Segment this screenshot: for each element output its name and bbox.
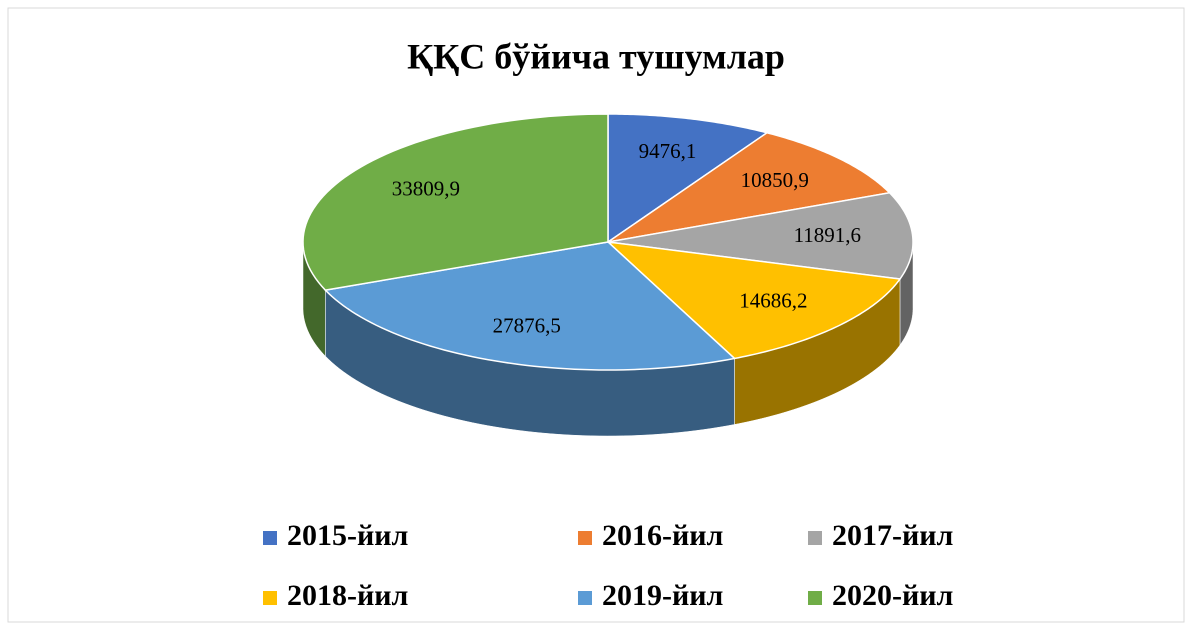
slice (302, 113, 609, 291)
legend-label: 2018-йил (287, 579, 409, 612)
data-label: 33809,9 (392, 176, 460, 200)
data-label: 11891,6 (794, 223, 861, 247)
legend-swatch (808, 591, 822, 605)
slice (607, 191, 914, 280)
legend-label: 2020-йил (832, 579, 954, 612)
legend-label: 2016-йил (602, 519, 724, 552)
legend-label: 2015-йил (287, 519, 409, 552)
legend-swatch (263, 531, 277, 545)
legend-swatch (808, 531, 822, 545)
data-label: 9476,1 (639, 139, 697, 163)
legend-swatch (578, 591, 592, 605)
slice (607, 131, 892, 243)
chart-title: ҚҚС бўйича тушумлар (407, 36, 785, 76)
slice (605, 240, 902, 360)
legend-label: 2019-йил (602, 579, 724, 612)
legend-label: 2017-йил (832, 519, 954, 552)
data-label: 27876,5 (493, 313, 561, 337)
data-label: 10850,9 (741, 168, 809, 192)
legend-swatch (263, 591, 277, 605)
slice (323, 241, 737, 371)
slice (607, 113, 769, 244)
legend-swatch (578, 531, 592, 545)
data-label: 14686,2 (739, 288, 807, 312)
